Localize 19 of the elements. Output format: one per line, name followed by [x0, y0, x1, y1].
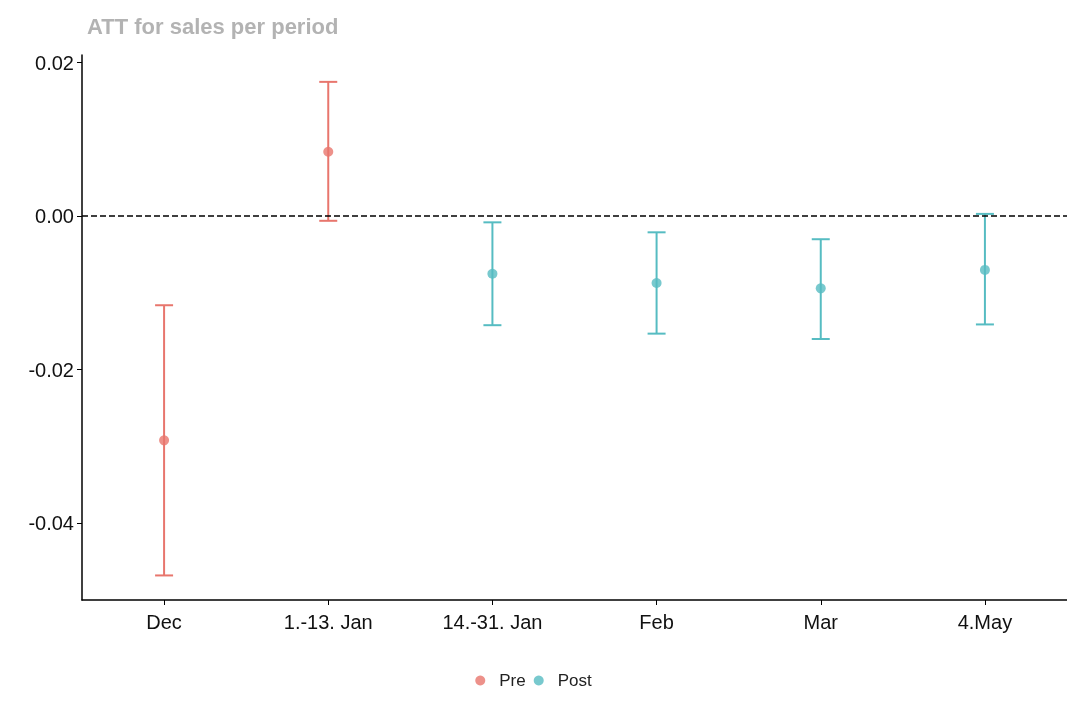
chart-title: ATT for sales per period [87, 13, 339, 39]
x-tick-label: Feb [639, 611, 674, 633]
point [487, 268, 498, 279]
x-tick-label: Dec [146, 611, 182, 633]
y-tick-label: -0.02 [28, 358, 74, 381]
point [979, 264, 990, 275]
x-tick-label: 1.-13. Jan [283, 611, 373, 633]
x-tick-label: 14.-31. Jan [442, 611, 543, 633]
y-tick-label: 0.00 [35, 205, 74, 228]
legend-label: Pre [499, 671, 526, 690]
point [651, 277, 662, 288]
legend-label: Post [557, 671, 593, 690]
point [323, 146, 334, 157]
y-tick-label: 0.02 [35, 51, 74, 74]
y-tick-label: -0.04 [28, 512, 74, 535]
point [815, 283, 826, 294]
point [159, 435, 170, 446]
x-tick-label: Mar [803, 611, 839, 633]
x-tick-label: 4.May [957, 611, 1013, 633]
